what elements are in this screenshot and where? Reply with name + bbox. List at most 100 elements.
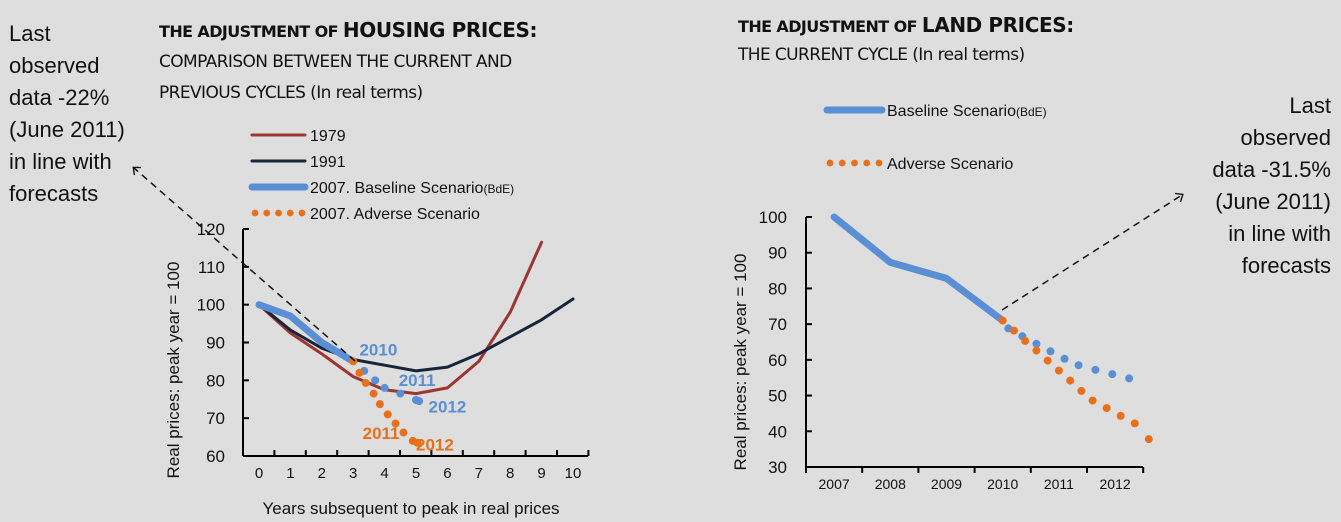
housing-y-tick-label: 100: [197, 296, 225, 315]
housing-chart-title: THE ADJUSTMENT OF HOUSING PRICES:: [159, 18, 537, 42]
land-x-tick-label: 2009: [931, 476, 962, 492]
land-baseline-scenario-bde-forecast-dot: [1074, 361, 1083, 370]
land-y-tick-label: 40: [768, 422, 787, 441]
land-y-axis-label: Real prices: peak year = 100: [731, 254, 750, 471]
housing-x-axis-label: Years subsequent to peak in real prices: [262, 499, 559, 518]
land-legend-swatch: [838, 159, 846, 167]
land-baseline-scenario-bde-forecast-dot: [1060, 354, 1069, 363]
housing-x-tick-label: 4: [380, 465, 388, 482]
land-adverse-scenario-dot: [1054, 366, 1063, 375]
housing-x-tick-label: 2: [318, 465, 326, 482]
housing-legend-swatch: [298, 209, 306, 217]
housing-title-emphasis: HOUSING PRICES:: [342, 18, 538, 42]
housing-2007-adverse-scenario-dot: [375, 400, 384, 409]
land-chart-subtitle: THE CURRENT CYCLE (In real terms): [738, 45, 1025, 65]
housing-2007-adverse-scenario-dot: [355, 368, 364, 377]
housing-2007-baseline-scenario-bde-forecast-dot: [380, 383, 389, 392]
housing-data-label-baseline: 2011: [399, 371, 436, 390]
housing-y-axis-label: Real prices: peak year = 100: [164, 262, 183, 479]
land-adverse-scenario-dot: [1144, 435, 1153, 444]
land-legend-label: Baseline Scenario(BdE): [887, 103, 1047, 120]
land-adverse-scenario-dot: [1043, 356, 1052, 365]
housing-x-tick-label: 0: [255, 465, 263, 482]
land-x-tick-label: 2011: [1044, 476, 1074, 492]
housing-legend-suffix: (BdE): [483, 182, 514, 196]
land-adverse-scenario-dot: [1116, 411, 1125, 420]
land-adverse-scenario-dot: [1102, 404, 1111, 413]
housing-x-tick-label: 5: [412, 465, 420, 482]
left-annotation: Last observed data -22% (June 2011) in l…: [9, 21, 125, 206]
housing-legend-label: 1979: [310, 128, 346, 145]
right-annotation-arrow: [1001, 192, 1184, 311]
housing-y-tick-label: 60: [206, 447, 225, 466]
housing-series: [255, 240, 575, 447]
housing-y-tick-label: 110: [198, 258, 225, 277]
housing-data-label-baseline: 2010: [359, 341, 397, 360]
land-adverse-scenario-dot: [1077, 386, 1086, 395]
housing-2007-adverse-scenario-dot: [413, 438, 422, 447]
land-axes: 30 40 50 60 70 80 90 100 2007 2008 2009 2010 2011 201…: [759, 208, 1145, 492]
land-legend-swatch: [863, 159, 871, 167]
housing-data-label-baseline: 2012: [429, 397, 467, 416]
housing-data-label-adverse: 2012: [416, 435, 454, 454]
housing-2007-adverse-scenario-dot: [399, 428, 408, 437]
housing-x-tick-label: 6: [443, 465, 451, 482]
housing-x-tick-label: 3: [349, 465, 357, 482]
housing-y-tick-label: 90: [206, 334, 225, 353]
land-legend: Baseline Scenario(BdE) Adverse Scenario: [823, 103, 1047, 173]
housing-x-tick-label: 1: [286, 465, 294, 482]
land-baseline-scenario-bde-forecast-dot: [1125, 374, 1134, 383]
housing-y-tick-label: 80: [206, 371, 225, 390]
housing-y-tick-label: 120: [197, 220, 225, 239]
housing-legend-swatch: [286, 209, 294, 217]
housing-legend-swatch: [263, 209, 271, 217]
housing-2007-adverse-scenario-dot: [391, 419, 400, 428]
land-baseline-scenario-bde-forecast-dot: [1032, 339, 1041, 348]
housing-legend-label: 2007. Adverse Scenario: [310, 206, 480, 223]
land-legend-swatch: [826, 159, 834, 167]
land-y-tick-label: 90: [768, 244, 787, 263]
housing-2007-baseline-scenario-bde-forecast-dot: [371, 376, 380, 385]
land-x-tick-label: 2007: [819, 476, 850, 492]
land-title-emphasis: LAND PRICES:: [921, 13, 1074, 37]
housing-chart-subtitle: COMPARISON BETWEEN THE CURRENT AND PREVI…: [159, 52, 512, 103]
housing-2007-adverse-scenario-dot: [361, 378, 370, 387]
land-baseline-scenario-bde-forecast-dot: [1046, 347, 1055, 356]
land-legend-label: Adverse Scenario: [887, 156, 1013, 173]
land-adverse-scenario-dot: [998, 316, 1007, 325]
land-y-tick-label: 30: [768, 458, 787, 477]
land-chart-title: THE ADJUSTMENT OF LAND PRICES:: [738, 13, 1074, 37]
housing-1991-line: [257, 297, 575, 373]
right-annotation: Last observed data -31.5% (June 2011) in…: [1212, 93, 1331, 278]
land-adverse-scenario-dot: [1009, 326, 1018, 335]
housing-x-tick-label: 7: [475, 465, 483, 482]
land-legend-swatch: [875, 159, 883, 167]
land-y-tick-label: 100: [759, 208, 787, 227]
land-adverse-scenario-dot: [1130, 419, 1139, 428]
housing-2007-baseline-scenario-bde-forecast-dot: [415, 397, 424, 406]
land-adverse-scenario-dot: [1088, 396, 1097, 405]
land-x-tick-label: 2010: [987, 476, 1018, 492]
housing-2007-adverse-scenario-dot: [369, 389, 378, 398]
land-legend-swatch: [851, 159, 858, 167]
housing-legend-label: 1991: [310, 154, 346, 171]
land-y-tick-label: 60: [768, 351, 787, 370]
land-legend-suffix: (BdE): [1016, 105, 1047, 119]
land-baseline-scenario-bde-line: [830, 213, 1007, 325]
left-annotation-arrow: [132, 166, 356, 362]
housing-legend-swatch: [275, 209, 282, 217]
land-y-tick-label: 50: [768, 387, 787, 406]
land-adverse-scenario-dot: [1066, 376, 1075, 385]
land-y-tick-label: 70: [768, 315, 787, 334]
housing-legend-label: 2007. Baseline Scenario(BdE): [310, 180, 514, 197]
housing-x-tick-label: 8: [506, 465, 514, 482]
land-baseline-scenario-bde-forecast-dot: [1108, 370, 1117, 379]
housing-axes: 60 70 80 90 100 110 120 0 1 2 3 4 5 6 7 8 9 10: [197, 220, 590, 482]
land-y-tick-label: 80: [768, 279, 787, 298]
housing-data-label-adverse: 2011: [363, 424, 400, 443]
land-adverse-scenario-dot: [1032, 346, 1041, 355]
land-x-tick-label: 2008: [875, 476, 906, 492]
land-x-tick-label: 2012: [1100, 476, 1131, 492]
land-title-prefix: THE ADJUSTMENT OF: [738, 17, 922, 36]
